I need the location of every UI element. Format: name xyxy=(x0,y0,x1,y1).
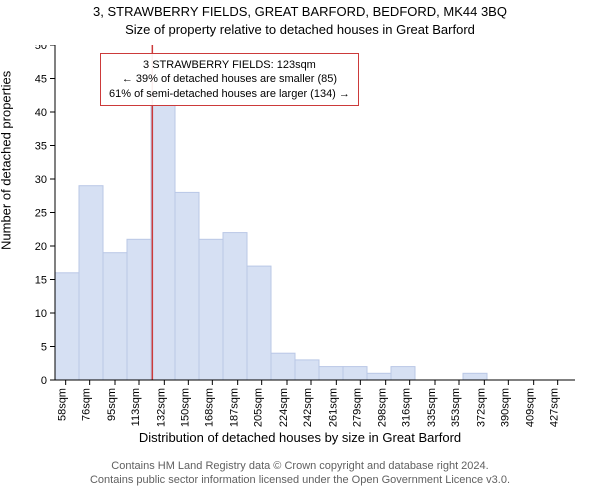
svg-text:20: 20 xyxy=(35,241,47,253)
annotation-box: 3 STRAWBERRY FIELDS: 123sqm ← 39% of det… xyxy=(100,53,359,106)
annotation-line-2: ← 39% of detached houses are smaller (85… xyxy=(109,72,350,86)
svg-text:353sqm: 353sqm xyxy=(450,388,462,427)
svg-text:50: 50 xyxy=(35,45,47,52)
annotation-line-3: 61% of semi-detached houses are larger (… xyxy=(109,87,350,101)
svg-text:35: 35 xyxy=(35,141,47,153)
svg-text:242sqm: 242sqm xyxy=(302,388,314,427)
chart-supertitle: 3, STRAWBERRY FIELDS, GREAT BARFORD, BED… xyxy=(0,4,600,19)
chart-title: Size of property relative to detached ho… xyxy=(0,22,600,37)
svg-text:390sqm: 390sqm xyxy=(499,388,511,427)
svg-text:15: 15 xyxy=(35,275,47,287)
svg-text:132sqm: 132sqm xyxy=(155,388,167,427)
svg-text:30: 30 xyxy=(35,174,47,186)
svg-text:427sqm: 427sqm xyxy=(549,388,561,427)
svg-text:10: 10 xyxy=(35,308,47,320)
attribution-footer: Contains HM Land Registry data © Crown c… xyxy=(0,460,600,488)
svg-text:5: 5 xyxy=(41,342,47,354)
svg-text:58sqm: 58sqm xyxy=(57,388,69,421)
svg-text:335sqm: 335sqm xyxy=(426,388,438,427)
svg-text:76sqm: 76sqm xyxy=(81,388,93,421)
svg-text:372sqm: 372sqm xyxy=(475,388,487,427)
svg-text:95sqm: 95sqm xyxy=(106,388,118,421)
svg-text:224sqm: 224sqm xyxy=(278,388,290,427)
svg-text:205sqm: 205sqm xyxy=(253,388,265,427)
svg-text:279sqm: 279sqm xyxy=(351,388,363,427)
svg-text:25: 25 xyxy=(35,208,47,220)
footer-line-1: Contains HM Land Registry data © Crown c… xyxy=(0,460,600,474)
svg-text:316sqm: 316sqm xyxy=(401,388,413,427)
svg-text:409sqm: 409sqm xyxy=(525,388,537,427)
footer-line-2: Contains public sector information licen… xyxy=(0,474,600,488)
svg-text:0: 0 xyxy=(41,375,47,387)
svg-text:187sqm: 187sqm xyxy=(229,388,241,427)
annotation-line-1: 3 STRAWBERRY FIELDS: 123sqm xyxy=(109,58,350,72)
y-axis-label: Number of detached properties xyxy=(0,71,14,250)
svg-text:261sqm: 261sqm xyxy=(327,388,339,427)
svg-text:298sqm: 298sqm xyxy=(377,388,389,427)
chart-container: 3, STRAWBERRY FIELDS, GREAT BARFORD, BED… xyxy=(0,0,600,500)
svg-text:168sqm: 168sqm xyxy=(203,388,215,427)
svg-text:40: 40 xyxy=(35,107,47,119)
svg-text:113sqm: 113sqm xyxy=(130,388,142,426)
svg-text:45: 45 xyxy=(35,74,47,86)
svg-text:150sqm: 150sqm xyxy=(179,388,191,427)
x-axis-label: Distribution of detached houses by size … xyxy=(0,430,600,445)
